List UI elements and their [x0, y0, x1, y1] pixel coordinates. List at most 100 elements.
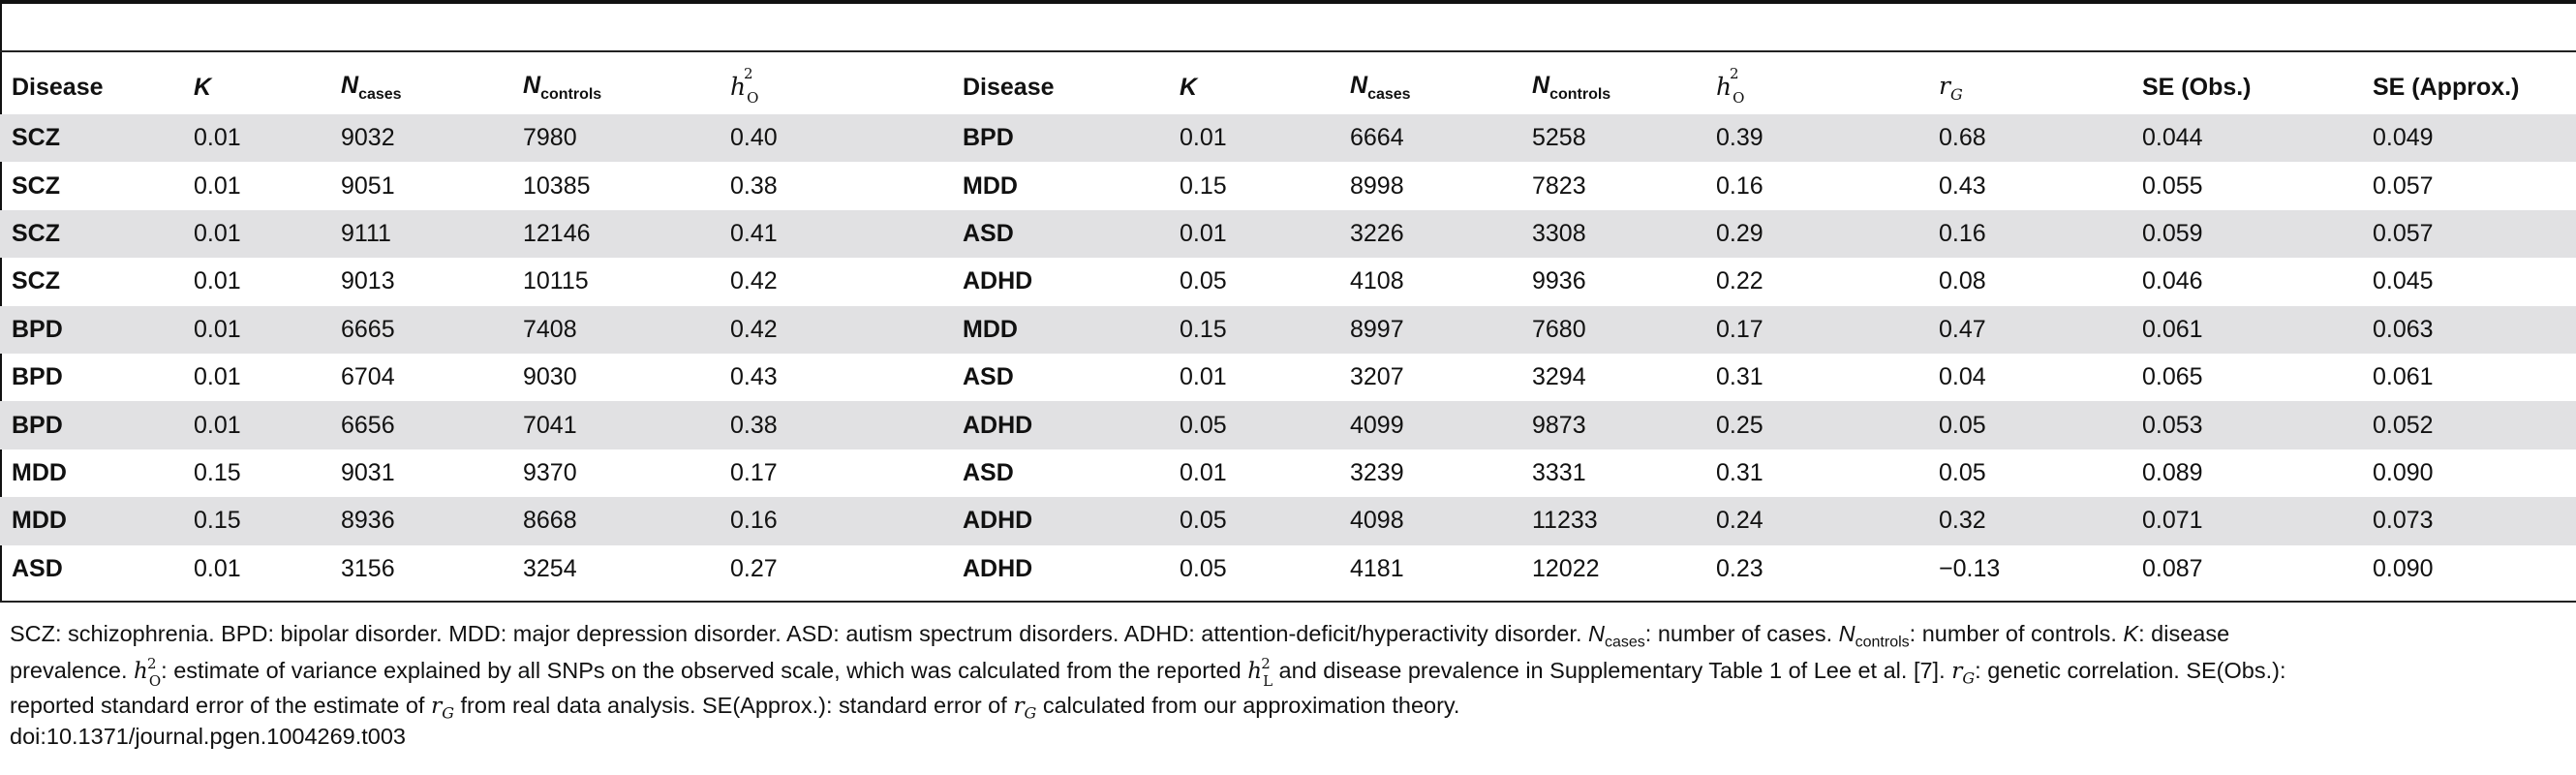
table-cell: 0.23	[1716, 554, 1763, 582]
table-cell: 0.40	[730, 124, 778, 152]
col-ncontrols-2: Ncontrols	[1532, 71, 1611, 103]
table-cell: 0.049	[2373, 124, 2434, 152]
table-cell: ADHD	[963, 507, 1033, 535]
table-cell: 0.41	[730, 219, 778, 247]
table-cell: 0.47	[1939, 315, 1986, 343]
table-cell: BPD	[12, 411, 63, 439]
table-cell: BPD	[12, 363, 63, 391]
table-cell: 0.01	[194, 411, 241, 439]
table-cell: 0.01	[194, 124, 241, 152]
col-k-2: K	[1180, 73, 1198, 101]
table-cell: 0.052	[2373, 411, 2434, 439]
col-ncases-1: Ncases	[341, 71, 402, 103]
left-border	[0, 0, 2, 603]
table-cell: 7980	[523, 124, 577, 152]
table-cell: 0.42	[730, 315, 778, 343]
table-cell: 0.01	[1180, 458, 1227, 486]
table-row: BPD 0.01 6656 7041 0.38 ADHD 0.05 4099 9873 0.25 0…	[0, 401, 2576, 450]
top-border	[0, 0, 2576, 4]
table-cell: 6704	[341, 363, 395, 391]
table-cell: 0.01	[1180, 124, 1227, 152]
table-cell: 9936	[1532, 267, 1586, 295]
col-ncontrols-1: Ncontrols	[523, 71, 602, 103]
table-cell: 0.31	[1716, 363, 1763, 391]
table-row: SCZ 0.01 9032 7980 0.40 BPD 0.01 6664 5258 0.39 0.…	[0, 114, 2576, 163]
col-k-1: K	[194, 73, 212, 101]
table-cell: −0.13	[1939, 554, 2001, 582]
table-cell: 0.059	[2142, 219, 2203, 247]
table-row: MDD 0.15 9031 9370 0.17 ASD 0.01 3239 3331 0.31 0.…	[0, 450, 2576, 497]
table-cell: 0.15	[1180, 315, 1227, 343]
table-row: SCZ 0.01 9051 10385 0.38 MDD 0.15 8998 7823 0.16 0…	[0, 162, 2576, 209]
table-cell: 0.01	[194, 267, 241, 295]
table-cell: 0.43	[730, 363, 778, 391]
table-cell: 0.05	[1180, 507, 1227, 535]
col-se-obs: SE (Obs.)	[2142, 73, 2252, 101]
table-cell: 9370	[523, 458, 577, 486]
table-cell: 0.057	[2373, 171, 2434, 200]
table-cell: ADHD	[963, 267, 1033, 295]
table-cell: MDD	[963, 171, 1018, 200]
table-body: SCZ 0.01 9032 7980 0.40 BPD 0.01 6664 5258 0.39 0.…	[0, 114, 2576, 593]
table-cell: ASD	[963, 363, 1014, 391]
table-cell: ASD	[963, 219, 1014, 247]
table-cell: 0.42	[730, 267, 778, 295]
table-cell: 11233	[1532, 507, 1598, 535]
table-cell: 12146	[523, 219, 591, 247]
table-cell: 0.16	[730, 507, 778, 535]
table-cell: 0.089	[2142, 458, 2203, 486]
table-cell: 0.68	[1939, 124, 1986, 152]
table-cell: SCZ	[12, 219, 60, 247]
table-cell: 8997	[1350, 315, 1404, 343]
table-cell: SCZ	[12, 267, 60, 295]
col-disease-1: Disease	[12, 73, 104, 101]
table-cell: 3331	[1532, 458, 1586, 486]
table-cell: 6656	[341, 411, 395, 439]
footnote-text: SCZ: schizophrenia. BPD: bipolar disorde…	[10, 621, 2286, 724]
table-cell: 6665	[341, 315, 395, 343]
table-cell: 0.061	[2373, 363, 2434, 391]
header-top-rule	[0, 50, 2576, 52]
table-cell: ADHD	[963, 411, 1033, 439]
col-rg: rG	[1939, 71, 1963, 104]
table-cell: 9873	[1532, 411, 1586, 439]
table-cell: 10115	[523, 267, 589, 295]
table-footnote: SCZ: schizophrenia. BPD: bipolar disorde…	[10, 620, 2566, 728]
table-cell: 0.05	[1180, 411, 1227, 439]
table-cell: 0.43	[1939, 171, 1986, 200]
table-cell: 0.17	[730, 458, 778, 486]
table-cell: 7680	[1532, 315, 1586, 343]
table-cell: 7041	[523, 411, 577, 439]
table-cell: 0.01	[1180, 363, 1227, 391]
table-cell: 9030	[523, 363, 577, 391]
table-cell: MDD	[12, 458, 67, 486]
table-cell: 3294	[1532, 363, 1586, 391]
table-cell: 0.05	[1180, 267, 1227, 295]
table-cell: 8936	[341, 507, 395, 535]
table-cell: 0.073	[2373, 507, 2434, 535]
table-row: SCZ 0.01 9013 10115 0.42 ADHD 0.05 4108 9936 0.22…	[0, 258, 2576, 305]
table-cell: 0.39	[1716, 124, 1763, 152]
table-cell: 0.090	[2373, 458, 2434, 486]
table-cell: 0.31	[1716, 458, 1763, 486]
table-cell: 0.05	[1939, 411, 1986, 439]
table-cell: 9111	[341, 219, 391, 247]
table-cell: 4098	[1350, 507, 1404, 535]
table-cell: SCZ	[12, 124, 60, 152]
table-cell: 0.055	[2142, 171, 2203, 200]
table-cell: MDD	[963, 315, 1018, 343]
table-cell: 0.15	[194, 507, 241, 535]
table-cell: 4108	[1350, 267, 1404, 295]
table-cell: 0.22	[1716, 267, 1763, 295]
table-cell: 0.05	[1180, 554, 1227, 582]
table-cell: 0.065	[2142, 363, 2203, 391]
table-bottom-rule	[0, 601, 2576, 603]
col-se-approx: SE (Approx.)	[2373, 73, 2520, 101]
table-cell: 0.044	[2142, 124, 2203, 152]
table-cell: 3156	[341, 554, 395, 582]
table-cell: 0.061	[2142, 315, 2203, 343]
table-cell: 0.01	[194, 554, 241, 582]
table-cell: 6664	[1350, 124, 1404, 152]
